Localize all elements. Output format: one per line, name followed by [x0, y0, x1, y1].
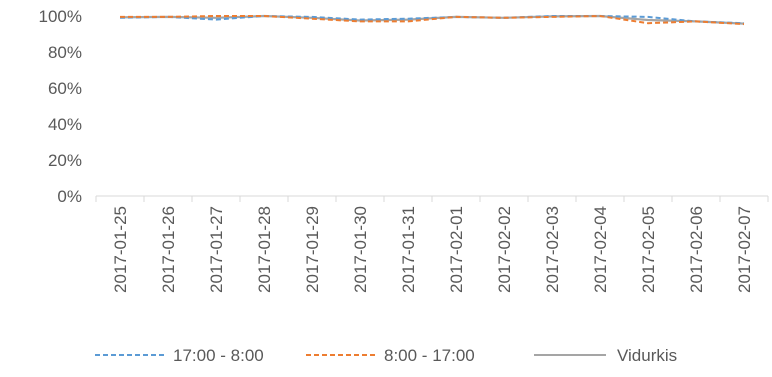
y-tick-label: 20% [48, 151, 82, 170]
x-tick-label: 2017-01-31 [399, 206, 418, 293]
series-line [120, 14, 745, 26]
x-tick-label: 2017-02-03 [543, 206, 562, 293]
x-tick-label: 2017-02-06 [687, 206, 706, 293]
x-tick-label: 2017-02-05 [639, 206, 658, 293]
legend-label: 17:00 - 8:00 [173, 346, 264, 365]
x-tick-label: 2017-01-25 [111, 206, 130, 293]
x-tick-label: 2017-02-02 [495, 206, 514, 293]
legend-label: Vidurkis [617, 346, 677, 365]
legend-label: 8:00 - 17:00 [384, 346, 475, 365]
x-tick-label: 2017-02-07 [735, 206, 754, 293]
series-line [119, 14, 745, 25]
chart-legend: 17:00 - 8:00 8:00 - 17:00 Vidurkis [95, 346, 677, 365]
x-tick-label: 2017-02-01 [447, 206, 466, 293]
y-tick-label: 0% [57, 187, 82, 206]
x-tick-label: 2017-02-04 [591, 206, 610, 293]
y-tick-label: 60% [48, 79, 82, 98]
y-tick-label: 40% [48, 115, 82, 134]
y-tick-label: 100% [39, 7, 82, 26]
y-tick-label: 80% [48, 43, 82, 62]
x-tick-label: 2017-01-26 [159, 206, 178, 293]
chart-axes: 0% 20% 40% 60% 80% 100% 2017-01-25 2017-01-26 20… [39, 7, 769, 293]
x-tick-label: 2017-01-27 [207, 206, 226, 293]
x-tick-label: 2017-01-28 [255, 206, 274, 293]
chart-series [119, 14, 745, 26]
x-tick-label: 2017-01-29 [303, 206, 322, 293]
x-tick-label: 2017-01-30 [351, 206, 370, 293]
